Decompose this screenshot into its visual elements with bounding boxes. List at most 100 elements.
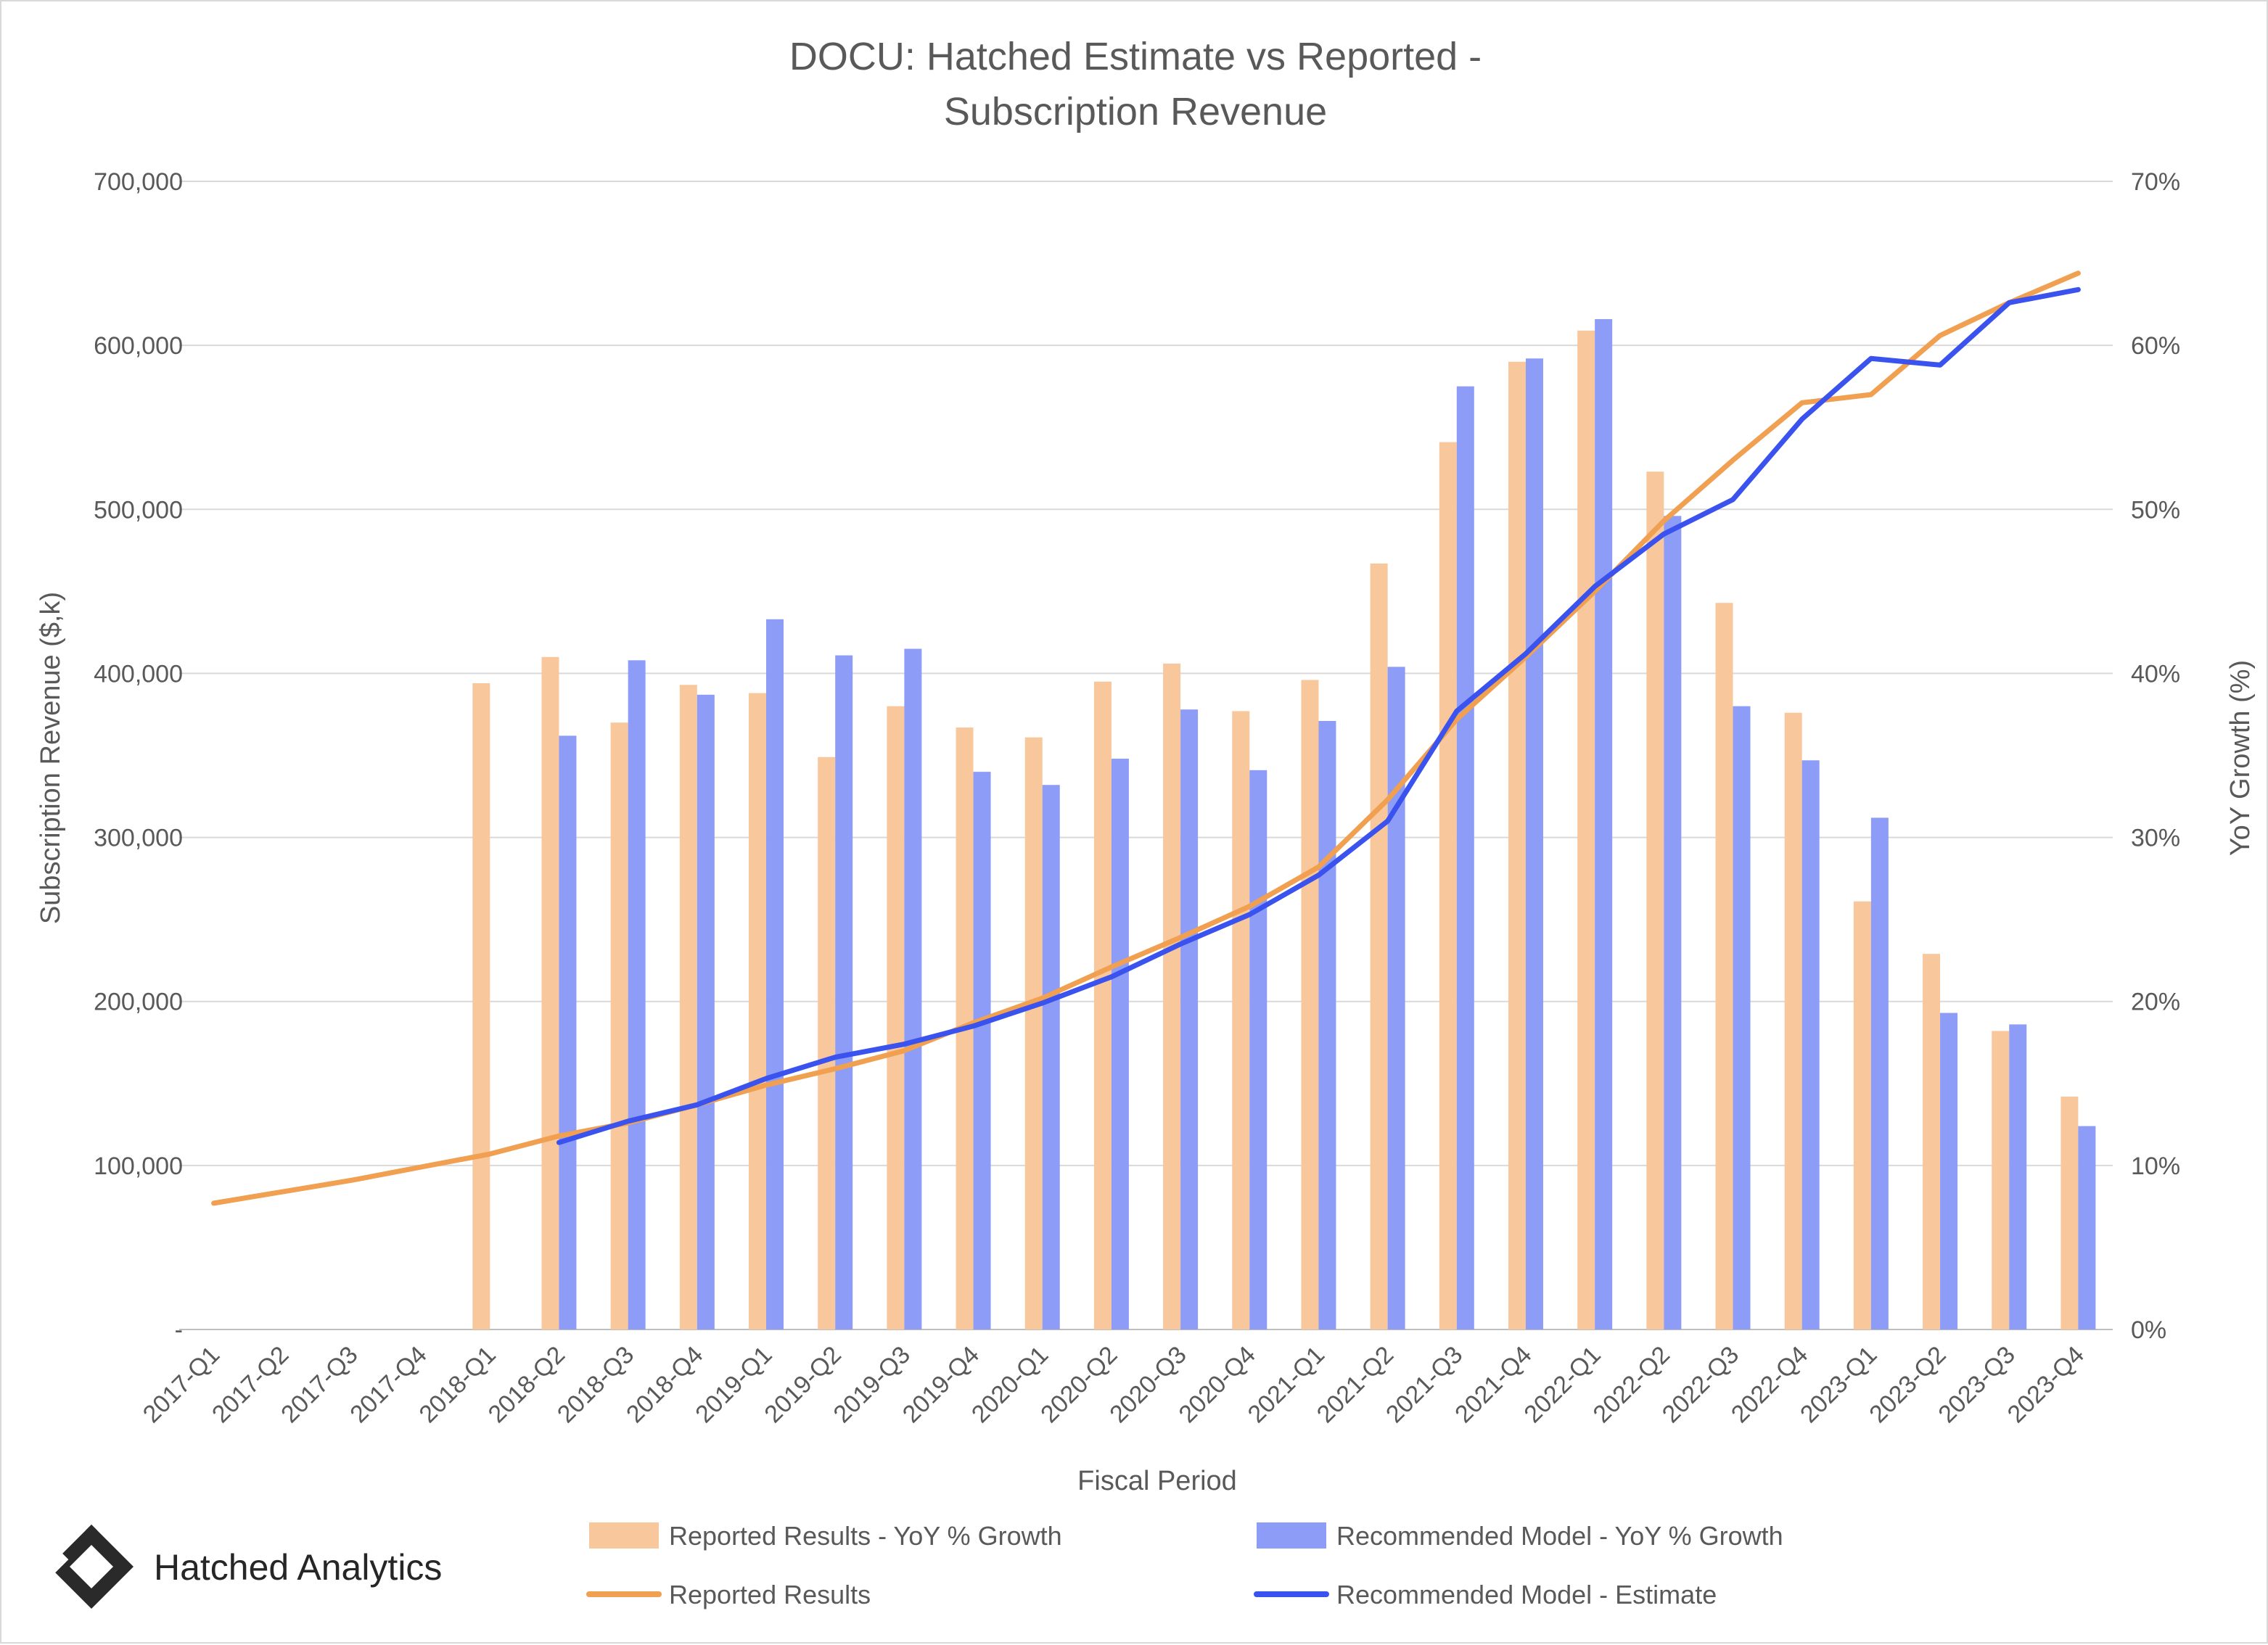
x-tick-label: 2020-Q2 bbox=[1035, 1341, 1122, 1428]
x-tick-label: 2022-Q2 bbox=[1588, 1341, 1675, 1428]
model-growth-bar bbox=[1456, 386, 1474, 1329]
bars bbox=[472, 318, 2096, 1330]
brand-name: Hatched Analytics bbox=[154, 1547, 442, 1588]
y2-tick-label: 50% bbox=[2131, 496, 2180, 524]
model-growth-bar bbox=[1318, 721, 1336, 1329]
model-growth-bar bbox=[1801, 760, 1820, 1329]
legend-swatch-bar bbox=[589, 1522, 659, 1549]
x-tick-label: 2023-Q2 bbox=[1864, 1341, 1951, 1428]
y2-tick-label: 70% bbox=[2131, 168, 2180, 196]
reported-growth-bar bbox=[2060, 1096, 2079, 1329]
reported-growth-bar bbox=[1093, 681, 1112, 1329]
y2-tick-label: 60% bbox=[2131, 332, 2180, 360]
x-tick-label: 2021-Q3 bbox=[1381, 1341, 1468, 1428]
x-tick-label: 2022-Q1 bbox=[1519, 1341, 1606, 1428]
model-growth-bar bbox=[1733, 706, 1751, 1329]
x-tick-label: 2020-Q1 bbox=[966, 1341, 1053, 1428]
model-growth-bar bbox=[835, 655, 853, 1329]
model-growth-bar bbox=[559, 735, 577, 1329]
model-growth-bar bbox=[1870, 817, 1889, 1329]
x-tick-label: 2019-Q2 bbox=[759, 1341, 846, 1428]
hatched-diamond-logo-icon bbox=[41, 1525, 133, 1609]
x-tick-label: 2020-Q3 bbox=[1104, 1341, 1191, 1428]
model-growth-bar bbox=[1042, 785, 1060, 1329]
x-axis-title: Fiscal Period bbox=[1077, 1466, 1237, 1496]
reported-growth-bar bbox=[749, 693, 767, 1329]
y-tick-label: 300,000 bbox=[94, 825, 183, 852]
model-growth-bar bbox=[2078, 1126, 2096, 1329]
x-tick-label: 2018-Q3 bbox=[552, 1341, 639, 1428]
reported-growth-bar bbox=[1370, 563, 1388, 1329]
model-growth-bar bbox=[1595, 318, 1613, 1330]
x-tick-label: 2022-Q3 bbox=[1657, 1341, 1744, 1428]
x-tick-label: 2021-Q1 bbox=[1243, 1341, 1330, 1428]
y-tick-label: 200,000 bbox=[94, 989, 183, 1016]
reported-growth-bar bbox=[1301, 680, 1319, 1329]
x-tick-label: 2018-Q2 bbox=[483, 1341, 570, 1428]
model-growth-bar bbox=[1664, 516, 1682, 1329]
x-tick-label: 2023-Q3 bbox=[1933, 1341, 2020, 1428]
x-axis-ticks: 2017-Q12017-Q22017-Q32017-Q42018-Q12018-… bbox=[138, 1341, 2090, 1428]
x-tick-label: 2018-Q1 bbox=[414, 1341, 501, 1428]
y2-axis-ticks: 0% 10% 20% 30% 40% 50% 60% 70% bbox=[2131, 168, 2180, 1344]
x-tick-label: 2021-Q4 bbox=[1450, 1341, 1537, 1428]
x-tick-label: 2017-Q3 bbox=[276, 1341, 363, 1428]
y-tick-label: 100,000 bbox=[94, 1153, 183, 1180]
chart-title-line-1: DOCU: Hatched Estimate vs Reported - bbox=[789, 35, 1482, 78]
gridlines bbox=[179, 181, 2113, 1330]
model-growth-bar bbox=[697, 694, 715, 1329]
x-tick-label: 2020-Q4 bbox=[1173, 1341, 1260, 1428]
reported-growth-bar bbox=[610, 722, 628, 1329]
y-tick-label: - bbox=[175, 1316, 183, 1344]
reported-growth-bar bbox=[818, 756, 836, 1329]
reported-growth-bar bbox=[1784, 712, 1802, 1329]
model-growth-bar bbox=[1180, 709, 1199, 1329]
reported-growth-bar bbox=[1923, 954, 1941, 1329]
x-tick-label: 2017-Q1 bbox=[138, 1341, 225, 1428]
model-growth-bar bbox=[1940, 1013, 1958, 1329]
model-growth-bar bbox=[1111, 759, 1129, 1329]
x-tick-label: 2022-Q4 bbox=[1726, 1341, 1813, 1428]
reported-growth-bar bbox=[1163, 663, 1181, 1329]
legend-swatch-bar bbox=[1257, 1522, 1326, 1549]
y2-tick-label: 30% bbox=[2131, 825, 2180, 852]
series-lines bbox=[211, 271, 2081, 1206]
y-axis-ticks: - 100,000 200,000 300,000 400,000 500,000 600,… bbox=[94, 168, 183, 1344]
reported-growth-bar bbox=[679, 685, 697, 1329]
x-tick-label: 2019-Q1 bbox=[690, 1341, 777, 1428]
reported-growth-bar bbox=[541, 656, 559, 1329]
legend-label: Recommended Model - Estimate bbox=[1336, 1580, 1717, 1609]
x-tick-label: 2018-Q4 bbox=[621, 1341, 708, 1428]
x-tick-label: 2019-Q3 bbox=[829, 1341, 916, 1428]
y2-axis-title: YoY Growth (%) bbox=[2225, 660, 2256, 856]
y-tick-label: 700,000 bbox=[94, 168, 183, 196]
y-axis-title: Subscription Revenue ($,k) bbox=[36, 592, 66, 924]
x-tick-label: 2017-Q2 bbox=[207, 1341, 294, 1428]
model-growth-bar bbox=[766, 619, 784, 1329]
reported-growth-bar bbox=[1439, 442, 1457, 1329]
model-growth-bar bbox=[973, 772, 991, 1329]
reported-growth-bar bbox=[1992, 1031, 2010, 1329]
chart-title-line-2: Subscription Revenue bbox=[944, 90, 1327, 133]
model-growth-bar bbox=[1249, 770, 1267, 1329]
reported-growth-bar bbox=[1232, 711, 1250, 1329]
reported-results-line bbox=[211, 271, 2081, 1206]
reported-growth-bar bbox=[1715, 603, 1733, 1329]
model-estimate-line bbox=[556, 286, 2081, 1145]
reported-growth-bar bbox=[1508, 361, 1526, 1330]
model-growth-bar bbox=[628, 660, 646, 1329]
legend-label: Recommended Model - YoY % Growth bbox=[1336, 1521, 1783, 1551]
model-growth-bar bbox=[1525, 358, 1543, 1330]
legend-label: Reported Results bbox=[669, 1580, 871, 1609]
x-tick-label: 2023-Q4 bbox=[2002, 1341, 2090, 1428]
y-tick-label: 400,000 bbox=[94, 660, 183, 688]
y2-tick-label: 40% bbox=[2131, 660, 2180, 688]
x-tick-label: 2023-Q1 bbox=[1795, 1341, 1882, 1428]
reported-growth-bar bbox=[887, 706, 905, 1329]
legend: Reported Results - YoY % Growth Recommend… bbox=[586, 1521, 1783, 1609]
y-tick-label: 600,000 bbox=[94, 332, 183, 360]
x-tick-label: 2021-Q2 bbox=[1312, 1341, 1399, 1428]
reported-growth-bar bbox=[1853, 901, 1871, 1329]
